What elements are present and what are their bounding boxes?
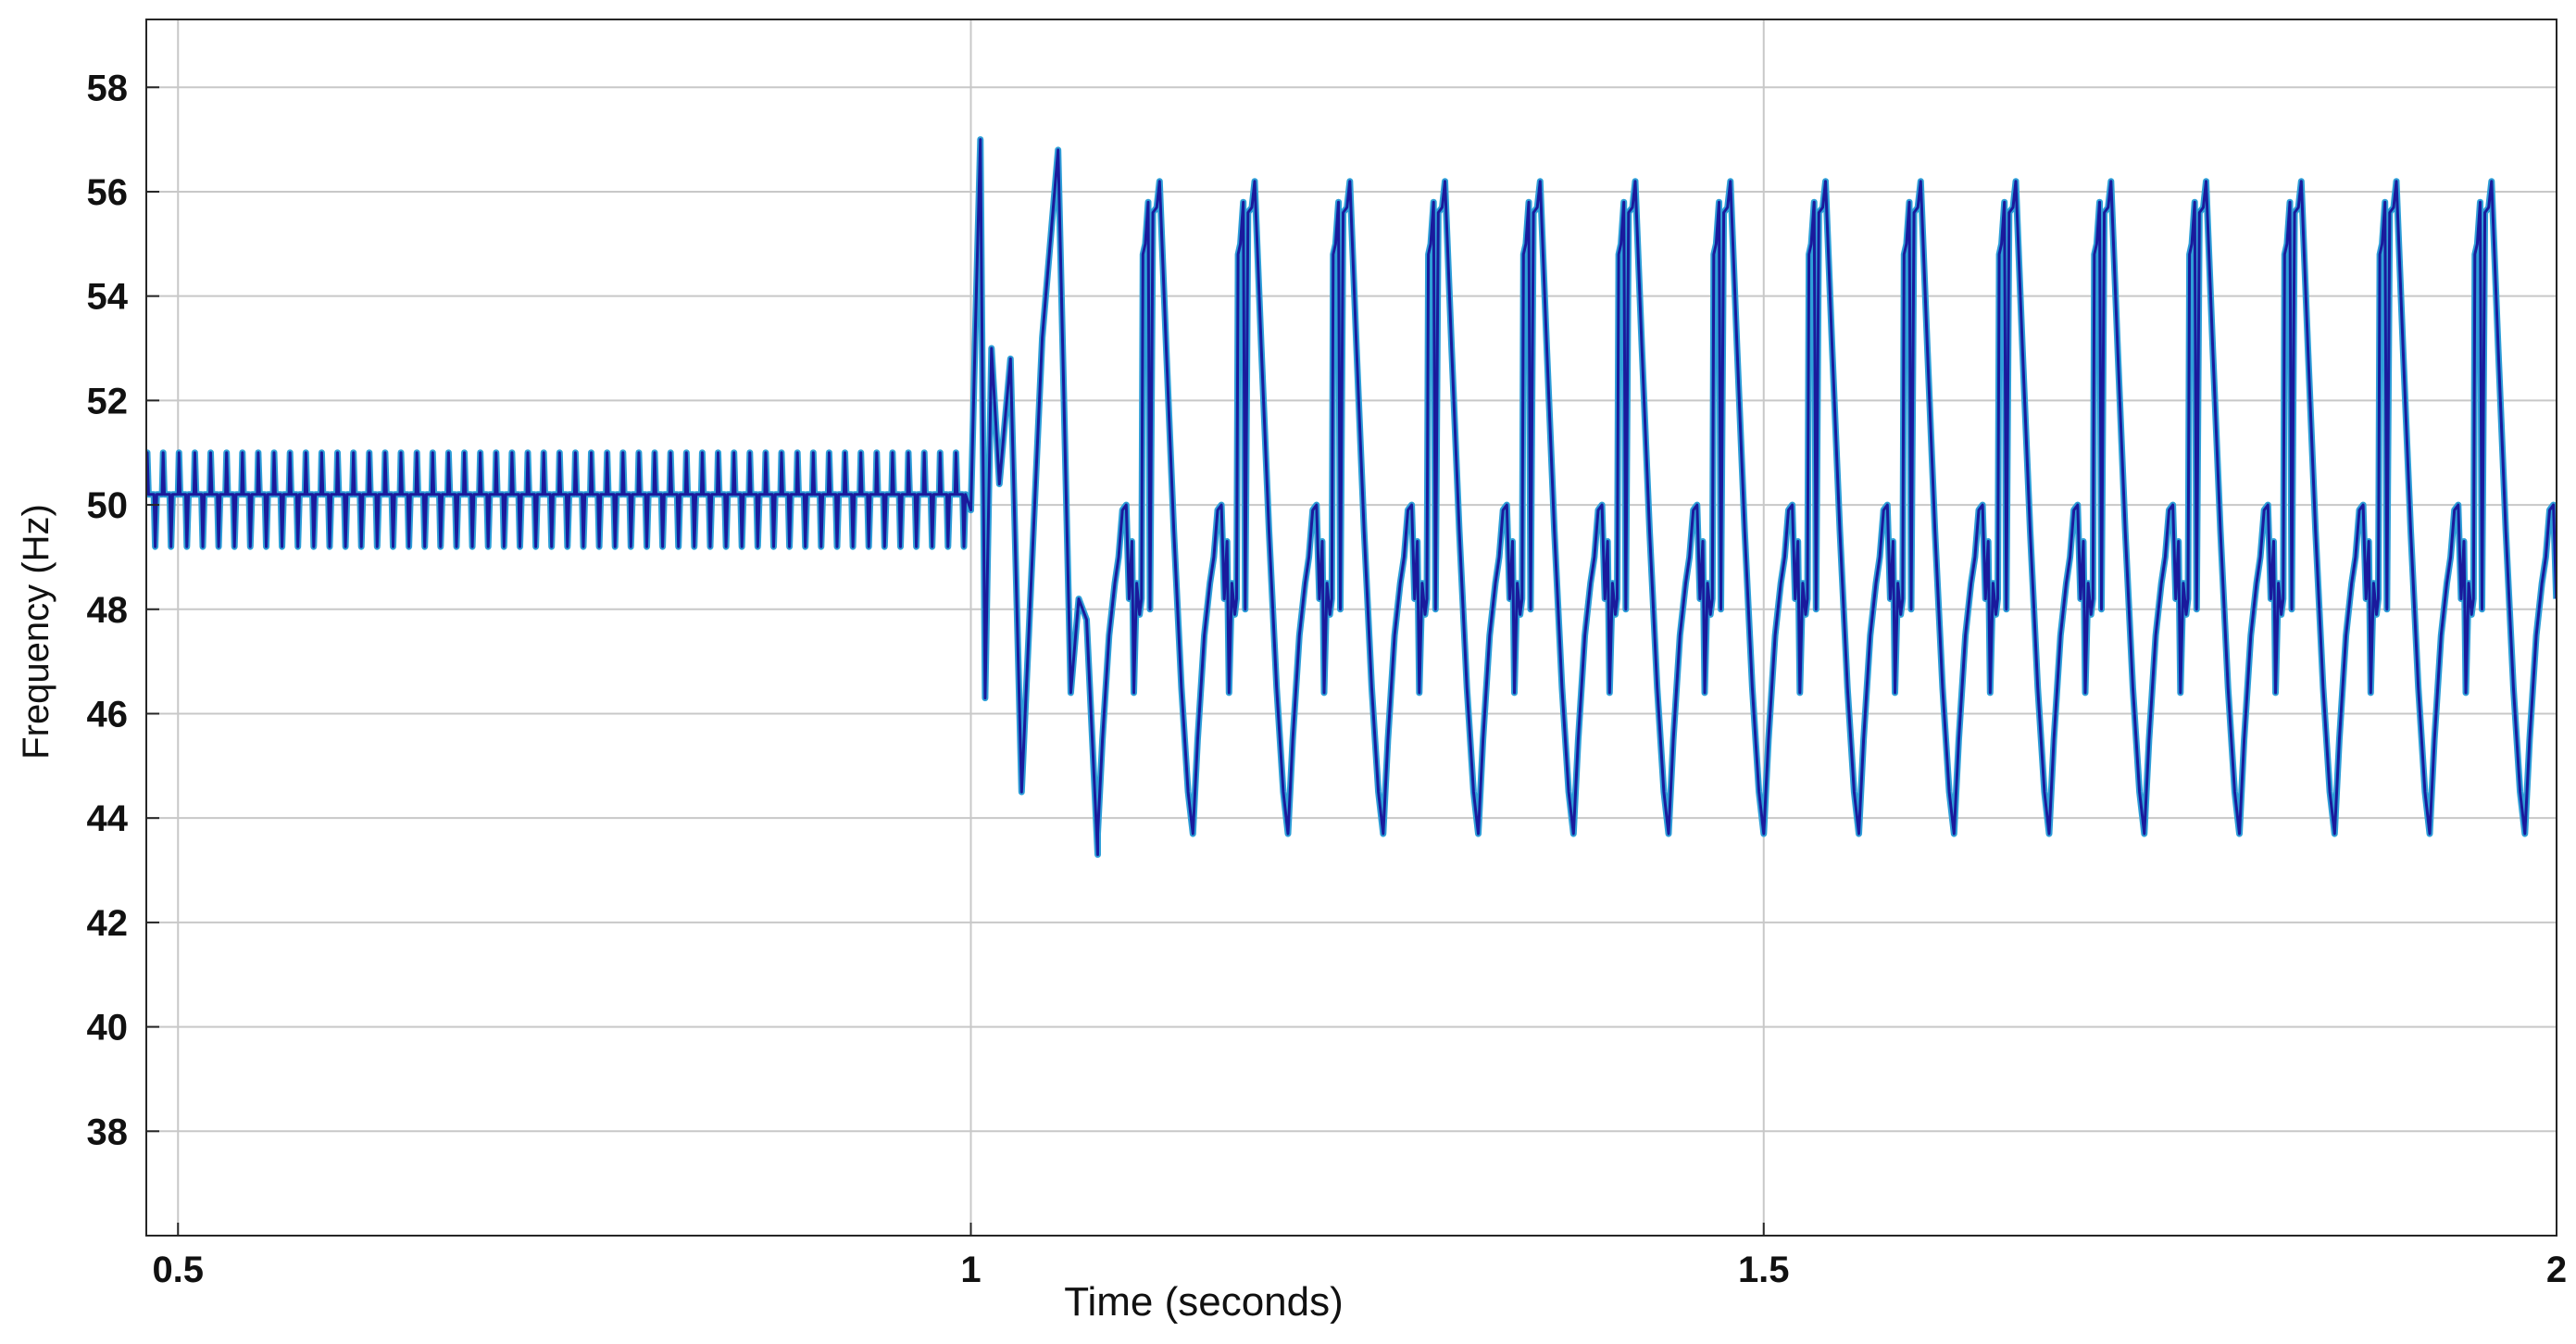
x-tick-label: 1.5 (1738, 1250, 1790, 1290)
y-tick-label: 58 (87, 68, 129, 108)
y-tick-label: 50 (87, 485, 129, 526)
x-tick-label: 2 (2546, 1250, 2567, 1290)
y-axis-label: Frequency (Hz) (16, 504, 56, 760)
y-tick-label: 48 (87, 590, 129, 631)
y-tick-label: 40 (87, 1008, 129, 1049)
y-tick-label: 54 (87, 277, 129, 318)
y-tick-label: 44 (87, 798, 129, 839)
series-lines (146, 136, 2557, 859)
y-tick-label: 52 (87, 381, 129, 421)
y-tick-label: 42 (87, 903, 129, 944)
x-axis-label: Time (seconds) (1064, 1279, 1344, 1325)
grid-lines (146, 19, 2557, 1236)
frequency-series-dark-line (146, 138, 2557, 857)
plot-frame (145, 19, 2557, 1237)
y-tick-label: 46 (87, 694, 129, 735)
x-tick-label: 0.5 (152, 1250, 204, 1290)
x-tick-label: 1 (960, 1250, 981, 1290)
y-tick-label: 38 (87, 1112, 129, 1152)
tick-labels: 38 40 42 44 46 48 50 52 54 56 58 0.5 1 1.5 2 (87, 68, 2568, 1290)
y-tick-label: 56 (87, 172, 129, 213)
